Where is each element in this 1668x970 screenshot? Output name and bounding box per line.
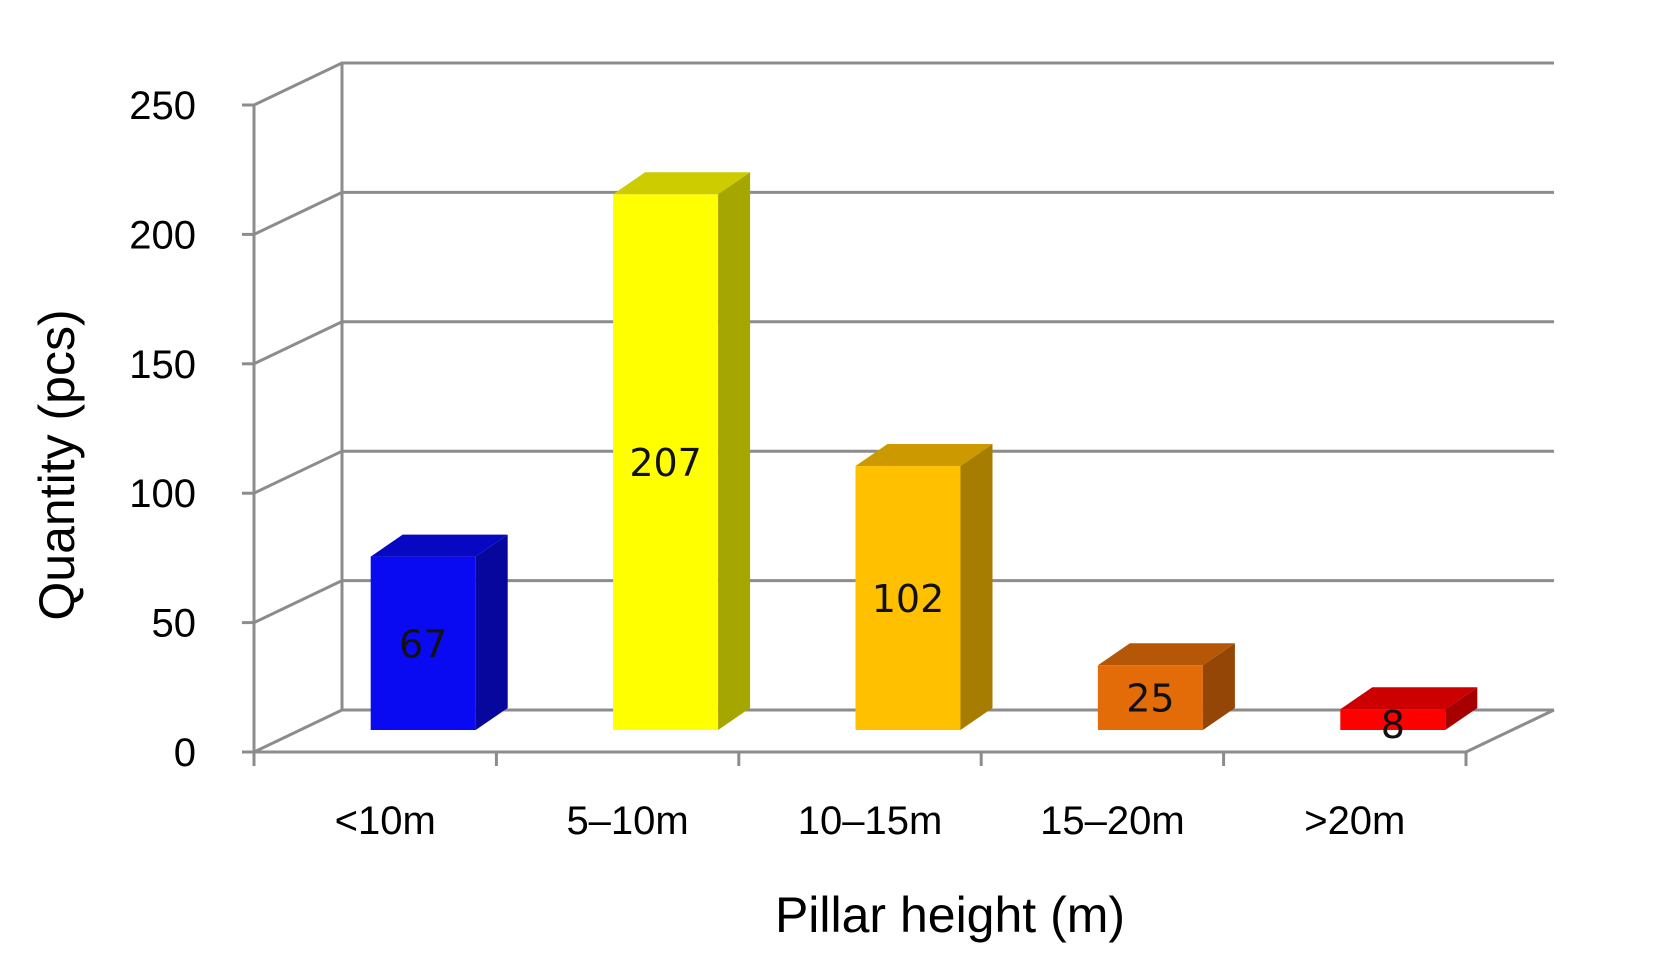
x-category-label: >20m <box>1304 799 1405 843</box>
y-tick-label: 100 <box>129 472 196 516</box>
data-label: 8 <box>1381 703 1405 747</box>
bar-front <box>370 556 476 730</box>
gridline <box>253 190 1554 236</box>
data-label: 207 <box>629 441 702 485</box>
y-tick-label: 200 <box>129 213 196 257</box>
y-tick-label: 150 <box>129 343 196 387</box>
gridline <box>253 449 1554 495</box>
y-axis-title: Quantity (pcs) <box>29 309 85 620</box>
data-label: 25 <box>1126 677 1174 721</box>
y-tick-label: 0 <box>174 731 196 775</box>
bar: 8 <box>1340 687 1478 747</box>
chart-walls <box>254 63 1555 754</box>
x-axis-title: Pillar height (m) <box>775 887 1125 943</box>
bar-front <box>1097 665 1203 730</box>
floor-right-edge <box>1465 708 1555 754</box>
axes <box>242 103 1468 766</box>
x-category-labels: <10m 5–10m 10–15m 15–20m >20m <box>335 799 1406 843</box>
y-tick-labels: 0 50 100 150 200 250 <box>129 84 196 775</box>
x-category-label: <10m <box>335 799 436 843</box>
data-label: 102 <box>872 577 945 621</box>
bars: 67 207 102 25 8 <box>370 172 1478 747</box>
bar-top <box>370 534 508 557</box>
bar: 207 <box>613 172 751 730</box>
bar-top <box>855 444 993 467</box>
bar-top <box>1340 687 1478 710</box>
bar-front <box>1340 709 1446 730</box>
bar: 102 <box>855 444 993 730</box>
x-category-label: 10–15m <box>798 799 943 843</box>
bar: 67 <box>370 534 508 730</box>
x-category-label: 5–10m <box>566 799 688 843</box>
bar-front <box>613 194 719 730</box>
bar-side <box>1202 643 1235 730</box>
bar-side <box>718 172 751 730</box>
bar-top <box>613 172 751 195</box>
gridline <box>253 61 1554 107</box>
bar: 25 <box>1097 643 1235 730</box>
gridline <box>253 579 1554 624</box>
gridline <box>253 320 1554 366</box>
x-category-label: 15–20m <box>1040 799 1185 843</box>
bar-side <box>960 444 993 730</box>
gridlines <box>253 61 1554 754</box>
bar-side <box>475 534 508 730</box>
bar-front <box>855 466 961 730</box>
bar-top <box>1097 643 1235 666</box>
bar-side <box>1445 687 1478 730</box>
y-tick-label: 50 <box>152 602 197 646</box>
y-tick-label: 250 <box>129 84 196 128</box>
data-label: 67 <box>399 622 447 666</box>
